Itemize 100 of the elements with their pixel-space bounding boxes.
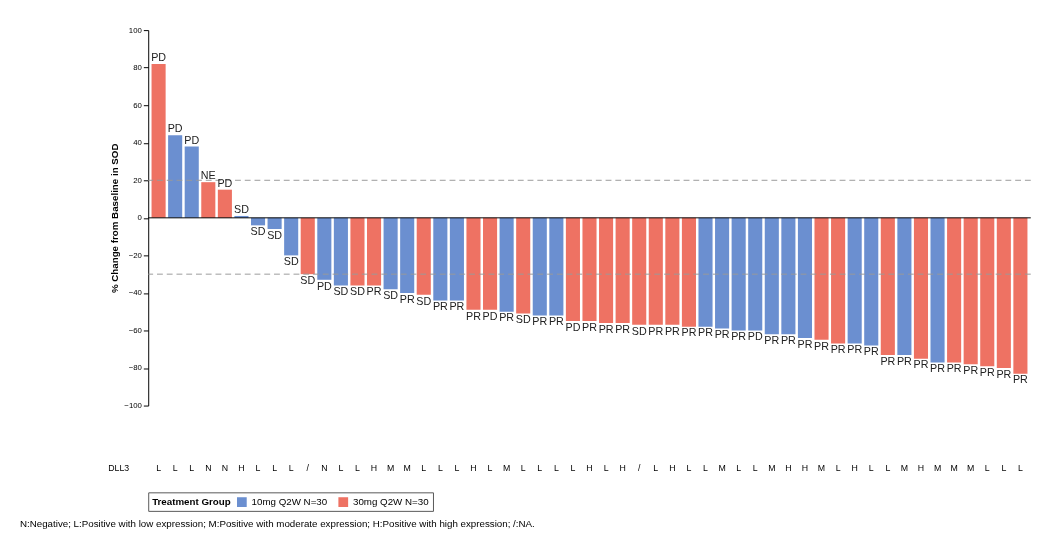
x-tick-label: M [403,463,411,474]
data-label: SD [250,225,266,238]
data-label: SD [333,285,349,298]
x-tick-label: L [835,463,841,474]
y-tick-label: −40 [128,288,143,298]
data-label: PR [847,343,863,356]
data-label: SD [383,288,399,301]
legend-title: Treatment Group [152,496,231,508]
x-tick-label: L [703,463,709,474]
data-label: PR [764,333,780,346]
x-tick-label: H [619,463,626,474]
x-tick-label: L [189,463,195,474]
data-label: SD [350,285,366,298]
x-tick-label: / [638,463,641,474]
data-label: SD [300,273,316,286]
x-tick-label: L [288,463,294,474]
y-tick-label: −80 [128,363,143,373]
y-tick-label: 80 [133,63,143,73]
x-tick-label: L [984,463,990,474]
x-tick-label: L [603,463,609,474]
x-tick-label: L [156,463,162,474]
data-label: PR [930,362,946,375]
x-tick-label: H [238,463,245,474]
data-label: SD [267,228,283,241]
x-tick-label: H [470,463,477,474]
data-label: PR [814,339,830,352]
y-tick-label: 40 [133,138,143,148]
data-label: PD [482,309,498,322]
data-label: PR [714,328,730,341]
y-tick-label: 20 [133,175,143,185]
data-label: PD [184,133,200,146]
data-label: PR [698,326,714,339]
data-label: PD [747,330,763,343]
x-tick-label: N [221,463,229,474]
x-tick-label: H [785,463,792,474]
data-label: PD [167,122,183,135]
x-tick-label: L [868,463,874,474]
data-label: PR [548,315,565,328]
x-tick-label: L [520,463,526,474]
x-tick-label: L [255,463,261,474]
y-tick-label: −60 [128,325,143,335]
data-label: PD [151,50,167,63]
data-label: PR [532,315,548,328]
x-tick-label: L [487,463,493,474]
x-tick-label: M [950,463,958,474]
data-label: PR [449,300,465,313]
data-label: PR [880,354,896,367]
data-label: PR [1012,373,1029,386]
x-tick-label: L [437,463,443,474]
y-tick-label: 60 [133,100,143,110]
data-label: PR [648,324,664,337]
x-tick-label: M [967,463,975,474]
x-tick-label: L [686,463,692,474]
data-label: PD [565,320,581,333]
data-label: PR [896,354,913,367]
data-label: PR [598,322,614,335]
y-tick-label: 0 [137,213,143,223]
y-tick-label: −20 [128,250,143,260]
x-tick-label: H [370,463,378,474]
x-tick-label: H [851,463,858,474]
x-tick-label: H [917,463,925,474]
data-label: NE [200,169,216,182]
x-tick-label: M [900,463,909,474]
data-label: PR [582,320,598,333]
data-label: SD [515,313,531,326]
x-tick-label: N [321,463,328,474]
x-tick-label: L [553,463,559,474]
data-label: PR [830,343,846,356]
x-tick-label: M [386,463,395,474]
x-tick-label: L [1017,463,1023,474]
x-tick-label: M [718,463,726,474]
data-label: PR [466,309,482,322]
data-label: PR [913,358,929,371]
x-tick-label: M [817,463,826,474]
data-label: PR [979,365,995,378]
data-label: PR [797,337,813,350]
x-tick-label: H [801,463,809,474]
data-label: PR [963,364,979,377]
data-label: PR [432,300,449,313]
x-tick-label: L [537,463,543,474]
data-label: PR [615,322,631,335]
y-tick-label: −100 [124,401,143,410]
x-tick-label: L [421,463,427,474]
x-tick-label: H [586,463,593,474]
x-tick-label: L [736,463,742,474]
data-label: PR [399,292,415,305]
text: N:Negative; L:Positive with low expression; M:Positive with moderate expression; H:Positive with high expression; /:NA. [19,517,535,529]
data-label: PD [316,279,333,292]
x-axis-title: DLL3 [108,463,130,474]
x-tick-label: L [1001,463,1007,474]
x-tick-label: M [768,463,776,474]
data-label: PR [664,324,681,337]
data-label: PR [499,311,515,324]
x-tick-label: M [933,463,942,474]
data-label: PR [681,326,697,339]
data-label: SD [631,324,647,337]
x-tick-label: L [653,463,659,474]
data-label: PR [946,362,962,375]
data-label: PR [996,367,1012,380]
x-tick-label: L [272,463,278,474]
